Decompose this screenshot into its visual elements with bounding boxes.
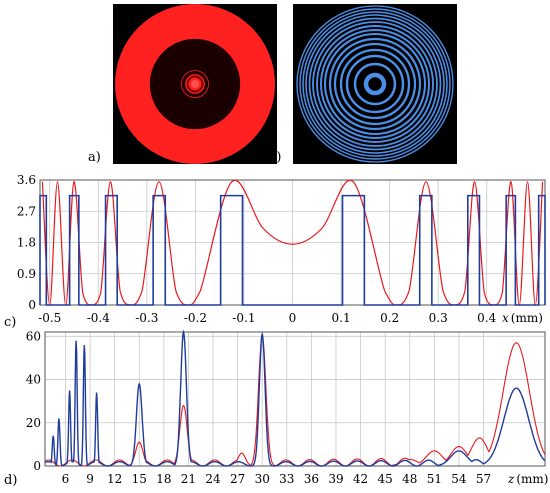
- x-tick-label: 36: [304, 472, 319, 486]
- x-tick-label: 42: [353, 472, 368, 486]
- x-tick-label: 57: [476, 472, 491, 486]
- ring-blue: [345, 54, 405, 114]
- x-axis-variable: x: [502, 311, 509, 325]
- x-axis-variable: z: [507, 472, 515, 486]
- ring-red-dark: [163, 52, 227, 116]
- x-tick-label: -0.3: [135, 311, 158, 325]
- ring-blue: [299, 8, 451, 160]
- panel-label-d: d): [4, 473, 17, 488]
- ring-blue: [320, 29, 430, 139]
- ring-blue: [308, 17, 442, 151]
- x-axis-unit: (mm): [516, 472, 548, 486]
- y-tick-label: 0: [33, 459, 41, 473]
- ring-red-dark: [157, 46, 233, 122]
- x-tick-label: 27: [230, 472, 245, 486]
- x-tick-label: -0.2: [184, 311, 207, 325]
- ring-red-dark: [181, 70, 209, 98]
- ring-red-dark: [153, 42, 237, 126]
- ring-blue: [312, 21, 438, 147]
- x-tick-label: -0.4: [87, 311, 111, 325]
- ring-blue: [302, 11, 448, 157]
- ring-blue: [316, 25, 434, 143]
- ring-red-dark: [151, 40, 239, 128]
- x-tick-label: 9: [86, 472, 94, 486]
- ring-red-dark: [165, 54, 225, 114]
- x-tick-label: 33: [279, 472, 294, 486]
- ring-blue: [333, 42, 417, 126]
- panel-label-b: b): [268, 150, 281, 165]
- x-tick-label: -0.5: [38, 311, 61, 325]
- ring-set-red: [115, 4, 275, 164]
- ring-red-dark: [155, 44, 235, 124]
- ring-red-dark: [162, 51, 228, 117]
- ring-red-dark: [150, 39, 240, 129]
- x-tick-label: 6: [62, 472, 70, 486]
- chart-d: 0 20 40 60 6 9 12 15 18 21 24 27 30 33 36 39 42 45 48 51 54 5…: [26, 329, 549, 486]
- y-tick-label: 1.8: [17, 236, 36, 250]
- ring-red-dark: [174, 63, 216, 105]
- x-axis-unit: (mm): [511, 311, 543, 325]
- x-tick-label: 39: [328, 472, 343, 486]
- ring-red-dark: [177, 66, 213, 102]
- y-tick-label: 2.7: [17, 204, 36, 218]
- panel-label-a: a): [88, 150, 101, 165]
- ring-red-center: [191, 80, 199, 88]
- ring-red-dark: [149, 38, 241, 130]
- ring-red-dark: [170, 59, 220, 109]
- series-red-axial: [44, 335, 546, 467]
- x-tick-label: 0.2: [380, 311, 399, 325]
- y-tick-label: 0: [28, 298, 36, 312]
- ring-red-dark: [161, 50, 229, 118]
- chart-c: 0 0.9 1.8 2.7 3.6 -0.5 -0.4 -0.3 -0.2 -0.1 0 0.1 0.2…: [17, 173, 546, 325]
- x-axis-label: x (mm): [502, 311, 543, 325]
- ring-blue: [323, 32, 427, 136]
- ring-red-dark: [172, 61, 218, 107]
- ring-blue: [328, 37, 422, 131]
- y-tick-label: 0.9: [17, 267, 36, 281]
- ring-blue: [339, 48, 411, 120]
- x-tick-label: 0.4: [477, 311, 496, 325]
- x-tick-label: 24: [205, 472, 221, 486]
- series-blue-axial: [44, 329, 546, 467]
- x-tick-label: 51: [427, 472, 442, 486]
- plot-frame: [44, 331, 546, 467]
- ring-red-dark: [152, 41, 238, 127]
- series-blue-mask: [39, 194, 546, 306]
- ring-blue: [353, 62, 397, 106]
- x-axis-label: z (mm): [507, 472, 548, 486]
- x-tick-label: 18: [156, 472, 171, 486]
- ring-blue: [305, 14, 445, 154]
- x-tick-label: 45: [378, 472, 393, 486]
- x-tick-label: 0: [289, 311, 297, 325]
- ring-red-dark: [159, 48, 231, 120]
- y-tick-label: 40: [26, 373, 41, 387]
- ring-red-inner: [186, 75, 204, 93]
- ring-blue: [296, 5, 454, 163]
- ring-red-dark: [168, 57, 222, 111]
- x-tick-label: 54: [451, 472, 467, 486]
- x-tick-label: 48: [402, 472, 417, 486]
- x-tick-label: 0.3: [429, 311, 448, 325]
- x-tick-label: 0.1: [332, 311, 351, 325]
- y-tick-label: 20: [26, 416, 41, 430]
- ring-red-dark: [158, 47, 232, 121]
- ring-pattern-blue: [293, 4, 457, 164]
- ring-set-blue: [296, 5, 454, 163]
- x-tick-label: 30: [255, 472, 270, 486]
- ring-red-dark: [166, 55, 224, 113]
- x-tick-label: 21: [181, 472, 196, 486]
- x-tick-label: 12: [107, 472, 122, 486]
- ring-pattern-red: [113, 4, 277, 164]
- x-tick-label: 15: [132, 472, 147, 486]
- panel-label-c: c): [4, 315, 16, 330]
- series-red-intensity: [41, 179, 544, 306]
- y-tick-label: 3.6: [17, 173, 36, 187]
- ring-red-dark: [156, 45, 234, 123]
- ring-blue: [363, 72, 387, 96]
- y-tick-label: 60: [26, 329, 41, 343]
- x-tick-label: -0.1: [232, 311, 255, 325]
